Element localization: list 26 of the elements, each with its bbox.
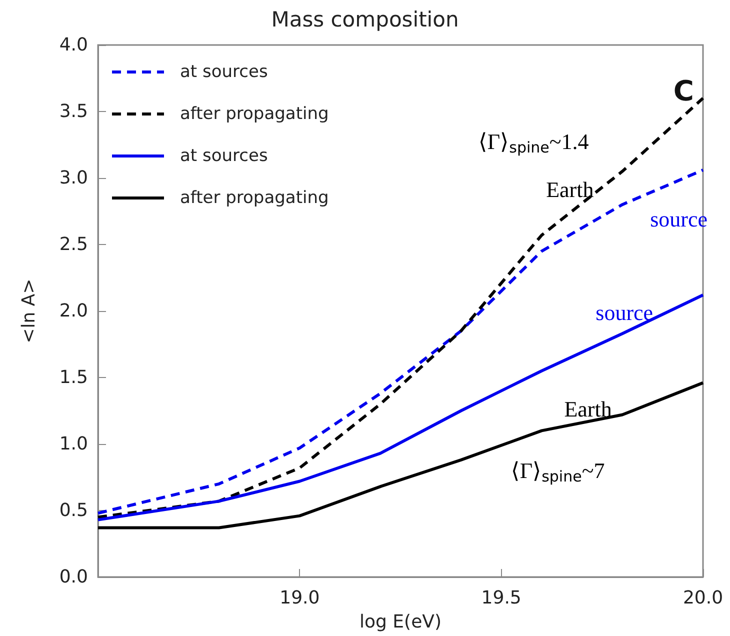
legend-label: at sources	[180, 146, 268, 166]
y-tick-label: 2.0	[59, 300, 88, 322]
annotation: C	[673, 74, 694, 108]
line-series	[96, 294, 704, 522]
legend-label: after propagating	[180, 188, 329, 208]
annotation: Earth	[546, 176, 594, 202]
annotation: source	[596, 300, 654, 325]
x-tick-label: 19.0	[280, 588, 320, 608]
y-tick-label: 0.5	[59, 500, 88, 521]
x-tick-label: 19.5	[481, 588, 522, 608]
y-tick-label: 3.0	[59, 168, 88, 188]
line-series	[96, 381, 704, 530]
y-tick-label: 2.5	[59, 234, 88, 255]
annotation: Earth	[564, 396, 612, 422]
y-tick-label: 1.5	[59, 367, 88, 388]
x-axis-title: log E(eV)	[360, 612, 442, 632]
chart-title: Mass composition	[271, 8, 459, 32]
y-tick-label: 1.0	[59, 434, 88, 454]
legend-label: after propagating	[180, 104, 329, 124]
y-tick-label: 0.0	[59, 566, 88, 588]
annotation: source	[650, 206, 708, 232]
y-axis-title: <ln A>	[18, 278, 40, 344]
y-tick-label: 4.0	[59, 34, 88, 56]
y-tick-label: 3.5	[59, 101, 88, 122]
legend-label: at sources	[180, 62, 268, 82]
x-tick-label: 20.0	[682, 588, 724, 608]
